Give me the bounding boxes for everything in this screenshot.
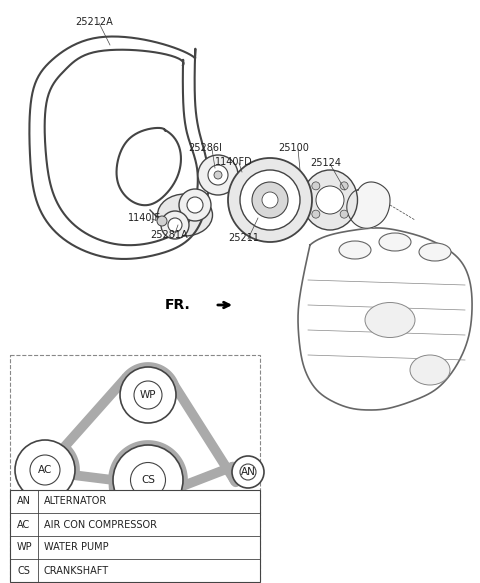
Circle shape — [240, 170, 300, 230]
Circle shape — [340, 182, 348, 190]
Circle shape — [312, 210, 320, 218]
Text: WATER PUMP: WATER PUMP — [44, 543, 108, 553]
Text: 25212A: 25212A — [75, 17, 113, 27]
Text: 25211: 25211 — [228, 233, 259, 243]
Ellipse shape — [302, 170, 358, 230]
Text: AIR CON COMPRESSOR: AIR CON COMPRESSOR — [44, 519, 157, 529]
Text: 25286I: 25286I — [188, 143, 222, 153]
Text: WP: WP — [16, 543, 32, 553]
Circle shape — [262, 192, 278, 208]
Text: CS: CS — [141, 475, 155, 485]
Ellipse shape — [410, 355, 450, 385]
Ellipse shape — [379, 233, 411, 251]
Circle shape — [316, 186, 344, 214]
Circle shape — [228, 158, 312, 242]
Circle shape — [252, 182, 288, 218]
Ellipse shape — [339, 241, 371, 259]
Circle shape — [239, 173, 249, 183]
Polygon shape — [347, 182, 390, 229]
Text: WP: WP — [140, 390, 156, 400]
Circle shape — [15, 440, 75, 500]
Circle shape — [30, 455, 60, 485]
Text: 25100: 25100 — [278, 143, 309, 153]
Text: 1140JF: 1140JF — [128, 213, 161, 223]
Ellipse shape — [419, 243, 451, 261]
Text: CS: CS — [18, 566, 30, 575]
Bar — [10, 490, 260, 582]
Text: AN: AN — [17, 497, 31, 507]
Text: 25124: 25124 — [310, 158, 341, 168]
Circle shape — [131, 462, 166, 497]
Text: 25281A: 25281A — [150, 230, 188, 240]
Text: 1140FD: 1140FD — [215, 157, 253, 167]
Circle shape — [187, 197, 203, 213]
Circle shape — [168, 218, 182, 232]
Circle shape — [113, 445, 183, 515]
Circle shape — [240, 464, 256, 480]
Text: ALTERNATOR: ALTERNATOR — [44, 497, 107, 507]
Circle shape — [161, 211, 189, 239]
Ellipse shape — [365, 303, 415, 338]
Text: CRANKSHAFT: CRANKSHAFT — [44, 566, 109, 575]
Circle shape — [157, 216, 167, 226]
Ellipse shape — [157, 194, 213, 236]
Circle shape — [232, 456, 264, 488]
Circle shape — [340, 210, 348, 218]
Text: AN: AN — [240, 467, 255, 477]
Circle shape — [120, 367, 176, 423]
Text: FR.: FR. — [164, 298, 190, 312]
Circle shape — [208, 165, 228, 185]
FancyBboxPatch shape — [10, 355, 260, 580]
Circle shape — [198, 155, 238, 195]
Circle shape — [214, 171, 222, 179]
Circle shape — [134, 381, 162, 409]
Text: AC: AC — [38, 465, 52, 475]
Text: AC: AC — [17, 519, 31, 529]
Circle shape — [312, 182, 320, 190]
Circle shape — [179, 189, 211, 221]
